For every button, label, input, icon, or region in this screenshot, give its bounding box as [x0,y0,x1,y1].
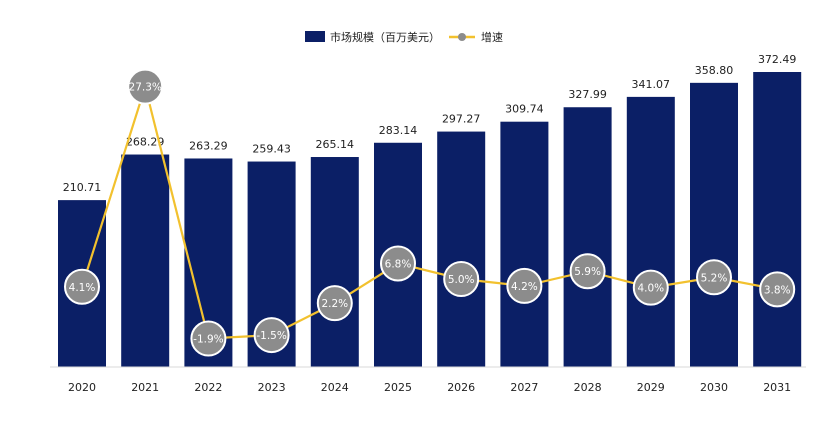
growth-markers-layer: 4.1% 27.3% -1.9% -1.5% 2.2% 6.8% 5.0% 4.2% 5.9% 4… [64,68,796,357]
bar-value-label-2030: 358.80 [695,64,734,77]
bar-2029 [626,96,675,368]
growth-marker-2025 [380,245,416,282]
growth-marker-2030 [696,259,732,296]
bar-labels-layer: 210.71 268.29 263.29 259.43 265.14 283.14 297.… [63,53,797,194]
bar-2026 [437,131,486,367]
legend-line-marker [458,33,466,41]
legend-bar-label: 市场规模（百万美元） [330,30,440,44]
growth-label-2027: 4.2% [511,281,538,293]
growth-marker-2023 [253,317,290,354]
growth-label-2022: -1.9% [193,334,223,346]
x-tick-label-2024: 2024 [321,381,349,394]
bar-value-label-2021: 268.29 [126,136,165,149]
growth-marker-2024 [316,285,353,322]
bar-2024 [310,157,359,367]
x-tick-label-2027: 2027 [510,381,538,394]
x-axis: 2020 2021 2022 2023 2024 2025 2026 2027 2028 2029… [50,366,806,394]
growth-label-2020: 4.1% [69,282,96,294]
bar-value-label-2025: 283.14 [379,124,418,137]
growth-label-2026: 5.0% [448,274,475,286]
bar-value-label-2027: 309.74 [505,103,544,116]
growth-marker-2028 [569,253,606,290]
legend: 市场规模（百万美元） 增速 [305,30,503,44]
growth-label-2028: 5.9% [574,266,601,278]
bar-value-label-2029: 341.07 [632,78,671,91]
growth-marker-2022 [190,320,227,357]
bar-value-label-2020: 210.71 [63,181,102,194]
x-tick-label-2028: 2028 [574,381,602,394]
bar-value-label-2031: 372.49 [758,53,797,66]
x-tick-label-2029: 2029 [637,381,665,394]
bar-value-label-2024: 265.14 [316,138,355,151]
bar-2031 [753,72,802,367]
x-tick-label-2023: 2023 [258,381,286,394]
bar-value-label-2028: 327.99 [568,88,607,101]
bars-layer [58,72,802,368]
growth-label-2023: -1.5% [256,330,286,342]
bar-value-label-2022: 263.29 [189,139,228,152]
x-tick-label-2026: 2026 [447,381,475,394]
x-tick-label-2030: 2030 [700,381,728,394]
growth-label-2031: 3.8% [764,284,791,296]
growth-marker-2021 [127,68,164,105]
bar-value-label-2023: 259.43 [252,143,291,156]
x-tick-label-2021: 2021 [131,381,159,394]
growth-marker-2031 [759,271,796,308]
bar-value-label-2026: 297.27 [442,113,481,126]
growth-label-2025: 6.8% [385,258,412,270]
x-tick-label-2025: 2025 [384,381,412,394]
growth-label-2021: 27.3% [129,82,162,94]
bar-2030 [690,82,738,367]
growth-label-2029: 4.0% [637,283,664,295]
legend-bar-swatch [305,31,325,42]
growth-label-2024: 2.2% [321,298,348,310]
growth-marker-2027 [506,267,543,304]
x-tick-label-2020: 2020 [68,381,96,394]
bar-2028 [563,107,612,367]
x-tick-label-2022: 2022 [194,381,222,394]
growth-marker-2029 [632,269,669,306]
legend-line-label: 增速 [481,30,503,44]
bar-2027 [500,121,549,367]
growth-marker-2020 [64,268,100,305]
bar-2021 [121,154,170,367]
growth-label-2030: 5.2% [701,272,728,284]
growth-marker-2026 [443,261,480,297]
x-tick-label-2031: 2031 [763,381,791,394]
